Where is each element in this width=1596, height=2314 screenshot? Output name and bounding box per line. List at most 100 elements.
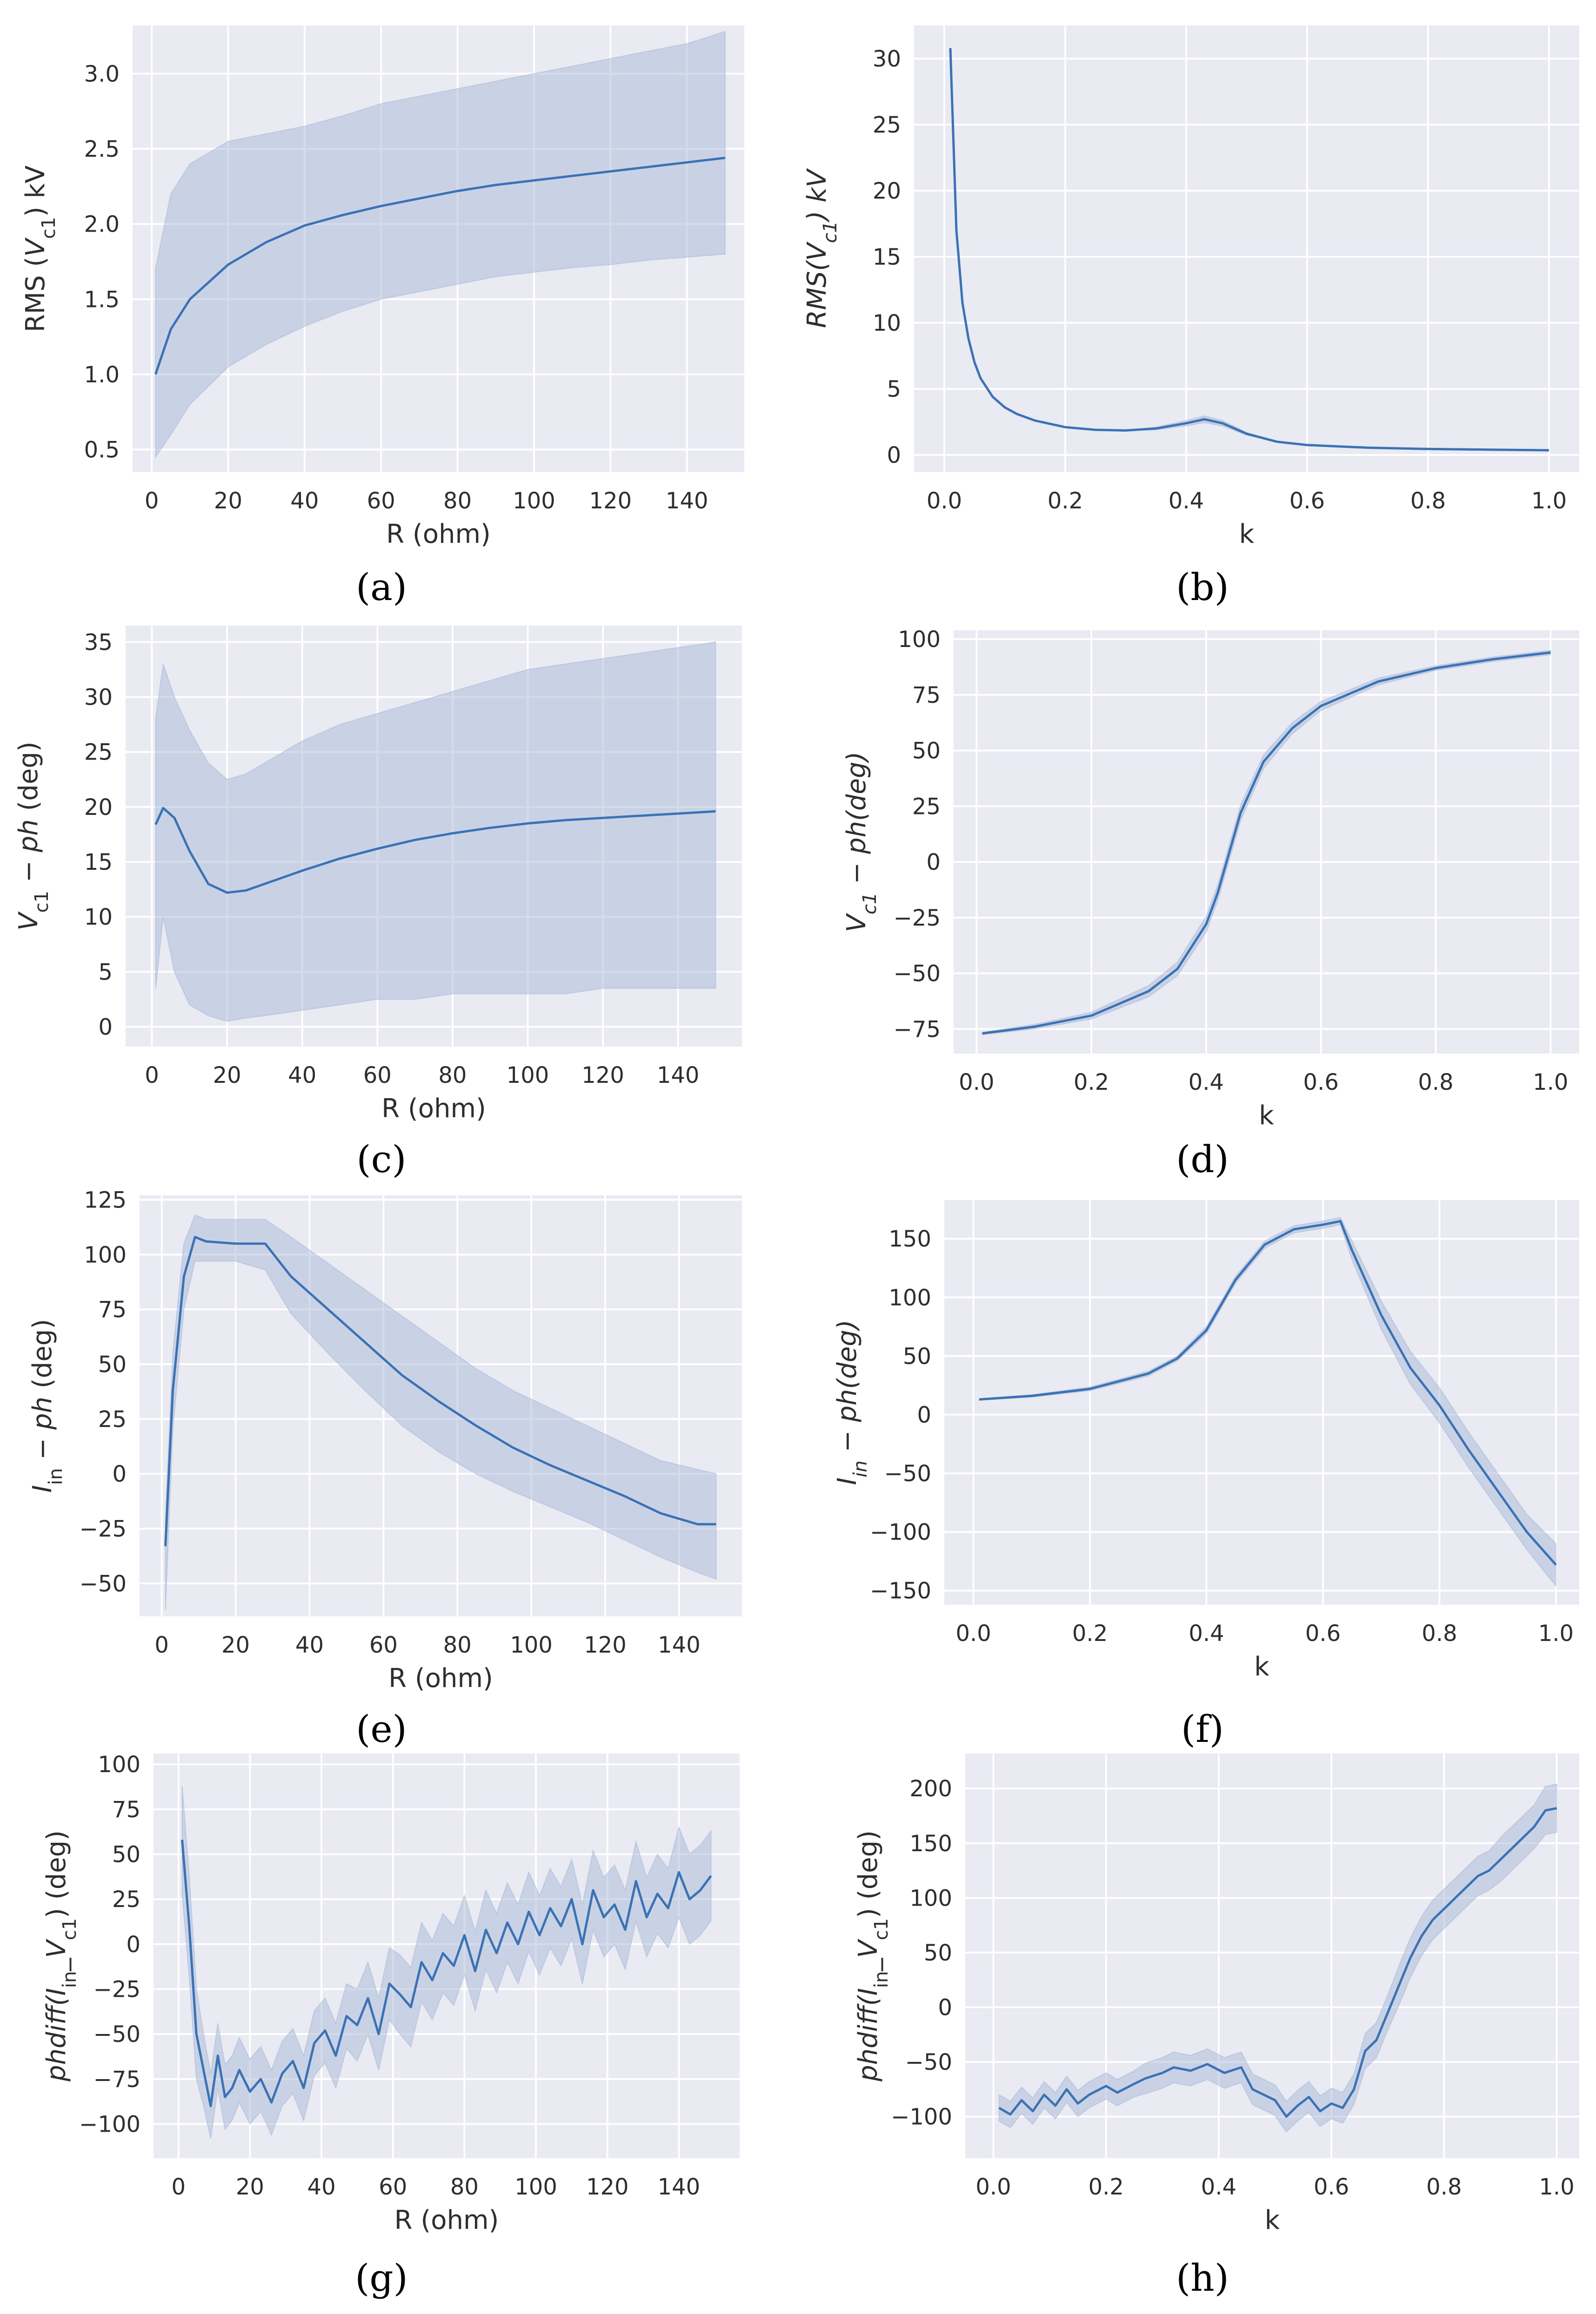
y-tick-label: 100 bbox=[84, 1242, 127, 1268]
y-tick-label: 1.0 bbox=[84, 362, 120, 388]
y-axis-label-part: phdiff( bbox=[853, 1994, 883, 2082]
y-tick-label: 100 bbox=[898, 627, 941, 653]
x-tick-label: 0 bbox=[172, 2174, 186, 2200]
y-axis-label: Vc1 − ph (deg) bbox=[13, 741, 53, 930]
x-tick-label: 0 bbox=[145, 488, 159, 514]
y-tick-label: 5 bbox=[98, 959, 113, 985]
x-tick-label: 1.0 bbox=[1531, 488, 1567, 514]
x-tick-label: 100 bbox=[514, 2174, 557, 2200]
x-tick-label: 0.6 bbox=[1314, 2174, 1349, 2200]
panel-label: (b) bbox=[1176, 566, 1229, 609]
y-tick-label: 150 bbox=[909, 1831, 952, 1857]
y-tick-label: −50 bbox=[894, 961, 941, 987]
y-tick-label: 0 bbox=[126, 1932, 140, 1958]
y-tick-label: 50 bbox=[912, 738, 941, 764]
x-tick-label: 140 bbox=[657, 1062, 700, 1088]
y-axis-label-part: I bbox=[853, 1988, 883, 1996]
y-tick-label: 25 bbox=[98, 1407, 127, 1433]
x-tick-label: 1.0 bbox=[1538, 1620, 1574, 1647]
y-axis-label-part: in bbox=[871, 1971, 892, 1988]
x-tick-label: 0.2 bbox=[1074, 1069, 1109, 1095]
x-tick-label: 120 bbox=[581, 1062, 624, 1088]
x-tick-label: 60 bbox=[369, 1632, 398, 1658]
y-axis-label-part: (deg) bbox=[841, 752, 872, 821]
mean-line bbox=[982, 651, 1551, 1035]
x-axis-label: R (ohm) bbox=[381, 1094, 486, 1124]
y-tick-label: 25 bbox=[84, 740, 113, 766]
x-tick-label: 0.2 bbox=[1072, 1620, 1108, 1647]
chart-g: 0 20 40 60 80 100 120 140 −100 −75 −50 −25 0 25 50 75 10… bbox=[41, 1752, 740, 2300]
y-tick-label: 75 bbox=[912, 682, 941, 708]
y-axis-label: Iin − ph (deg) bbox=[27, 1319, 67, 1493]
x-tick-label: 0.6 bbox=[1305, 1620, 1341, 1647]
x-tick-label: 0.2 bbox=[1088, 2174, 1124, 2200]
y-tick-label: −25 bbox=[894, 905, 941, 931]
y-axis-label-part: V bbox=[13, 911, 44, 931]
y-axis-label-part: RMS( bbox=[802, 260, 832, 328]
y-axis-label-part: _ bbox=[853, 1958, 883, 1972]
y-tick-label: 0 bbox=[938, 1995, 952, 2021]
confidence-band bbox=[998, 1783, 1557, 2133]
x-tick-label: 140 bbox=[666, 488, 708, 514]
y-axis-label-part: ) kV bbox=[802, 168, 832, 223]
x-tick-label: 20 bbox=[213, 1062, 241, 1088]
x-tick-label: 20 bbox=[214, 488, 242, 514]
x-axis-label: R (ohm) bbox=[388, 1663, 493, 1694]
y-tick-label: 50 bbox=[98, 1352, 127, 1378]
panel-label: (a) bbox=[356, 566, 407, 609]
y-tick-label: 10 bbox=[873, 310, 901, 336]
y-tick-label: 25 bbox=[873, 112, 901, 138]
plot-background bbox=[914, 26, 1579, 472]
panel-label: (d) bbox=[1176, 1138, 1229, 1181]
y-axis-label: Iin − ph(deg) bbox=[832, 1320, 871, 1485]
y-axis-label-part: V bbox=[41, 1939, 72, 1958]
y-tick-label: 1.5 bbox=[84, 287, 120, 313]
y-tick-label: 0 bbox=[98, 1014, 113, 1040]
x-tick-label: 80 bbox=[450, 2174, 479, 2200]
y-tick-label: 50 bbox=[112, 1842, 140, 1868]
x-axis-label: k bbox=[1259, 1100, 1274, 1131]
y-axis-label: RMS (Vc1) kV bbox=[20, 166, 60, 333]
panel-label: (e) bbox=[356, 1707, 407, 1751]
y-tick-label: −100 bbox=[79, 2112, 140, 2138]
plot-background bbox=[944, 1200, 1579, 1605]
confidence-band bbox=[181, 1786, 712, 2139]
y-tick-label: −50 bbox=[884, 1461, 931, 1487]
y-axis-label-part: − ph bbox=[841, 821, 872, 893]
y-axis-label-part: ) (deg) bbox=[41, 1830, 72, 1918]
y-tick-label: 50 bbox=[924, 1940, 952, 1966]
x-tick-label: 0.8 bbox=[1422, 1620, 1457, 1647]
x-tick-label: 0.8 bbox=[1418, 1069, 1453, 1095]
y-tick-label: 50 bbox=[903, 1343, 931, 1369]
y-axis-label-part: (deg) bbox=[832, 1320, 862, 1389]
x-tick-label: 80 bbox=[443, 1632, 472, 1658]
y-tick-label: 100 bbox=[888, 1285, 931, 1311]
y-axis-label: phdiff(Iin_Vc1) (deg) bbox=[41, 1830, 80, 2082]
x-tick-label: 40 bbox=[307, 2174, 336, 2200]
y-axis-label-part: − ph bbox=[27, 1397, 58, 1468]
y-tick-label: −100 bbox=[870, 1520, 931, 1546]
x-tick-label: 0 bbox=[145, 1062, 159, 1088]
y-axis-label-part: V bbox=[802, 241, 832, 261]
x-tick-label: 120 bbox=[584, 1632, 627, 1658]
x-axis-label: R (ohm) bbox=[386, 519, 491, 549]
mean-line bbox=[949, 48, 1549, 452]
y-tick-label: 35 bbox=[84, 629, 113, 655]
y-axis-label: RMS(Vc1) kV bbox=[802, 168, 841, 328]
panel-label: (h) bbox=[1176, 2256, 1229, 2300]
y-tick-label: −150 bbox=[870, 1578, 931, 1604]
x-tick-label: 60 bbox=[363, 1062, 392, 1088]
x-tick-label: 120 bbox=[586, 2174, 629, 2200]
y-tick-label: −75 bbox=[894, 1016, 941, 1042]
x-tick-label: 0.6 bbox=[1289, 488, 1325, 514]
y-tick-label: 0 bbox=[887, 442, 901, 468]
y-axis-label: Vc1 − ph(deg) bbox=[841, 752, 881, 933]
x-tick-label: 140 bbox=[658, 2174, 701, 2200]
y-tick-label: −25 bbox=[93, 1977, 140, 2003]
x-tick-label: 80 bbox=[443, 488, 472, 514]
y-tick-label: 20 bbox=[84, 794, 113, 820]
y-tick-label: 15 bbox=[84, 849, 113, 875]
x-tick-label: 40 bbox=[288, 1062, 316, 1088]
